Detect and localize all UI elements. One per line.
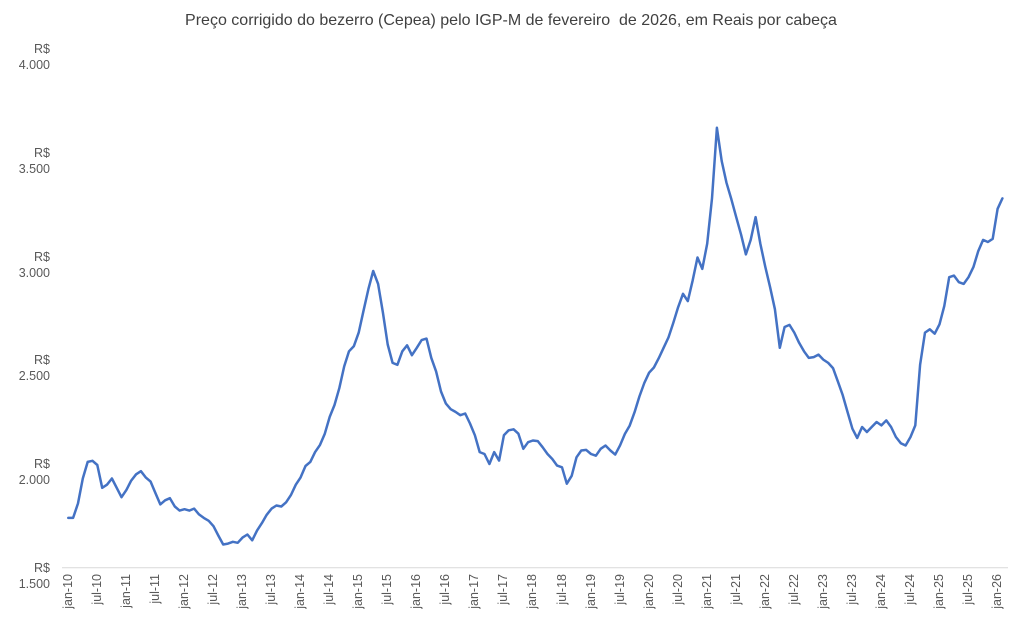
y-axis-label: R$ 3.000 — [18, 249, 50, 280]
x-axis-label: jul-13 — [264, 574, 279, 605]
x-axis-label: jul-23 — [844, 574, 859, 605]
x-axis-label: jan-24 — [873, 574, 888, 609]
x-axis-label: jul-16 — [438, 574, 453, 605]
x-axis-label: jan-20 — [641, 574, 656, 609]
chart-title: Preço corrigido do bezerro (Cepea) pelo … — [185, 12, 837, 29]
y-axis-label: R$ 2.500 — [18, 353, 50, 384]
x-axis-label: jan-26 — [990, 574, 1005, 609]
x-axis-label: jul-14 — [322, 574, 337, 605]
x-axis-label: jul-10 — [89, 574, 104, 605]
x-axis-label: jul-24 — [903, 574, 917, 605]
x-axis-label: jul-18 — [554, 574, 569, 605]
x-axis-label: jan-23 — [815, 574, 830, 609]
x-axis-label: jul-12 — [206, 574, 220, 605]
x-axis-label: jul-21 — [728, 574, 743, 605]
x-axis-label: jan-15 — [351, 574, 366, 609]
x-axis-label: jan-12 — [177, 574, 191, 609]
x-axis-label: jul-17 — [496, 574, 511, 605]
x-axis-label: jan-10 — [60, 574, 75, 609]
y-axis-label: R$ 4.000 — [18, 42, 50, 72]
y-axis-label: R$ 3.500 — [18, 145, 50, 176]
price-line — [67, 126, 1004, 546]
y-axis-label: R$ 2.000 — [18, 457, 50, 487]
x-axis-label: jul-22 — [786, 574, 801, 605]
x-axis-label: jan-18 — [525, 574, 540, 609]
x-axis-label: jan-16 — [409, 574, 424, 609]
x-axis-label: jan-14 — [293, 574, 308, 609]
x-axis-label: jul-20 — [670, 574, 685, 605]
x-axis-label: jan-13 — [235, 574, 249, 609]
x-axis-label: jan-11 — [118, 574, 133, 608]
x-axis-label: jan-22 — [757, 574, 772, 609]
y-axis-label: R$ 1.500 — [18, 560, 50, 591]
x-axis-label: jul-15 — [380, 574, 395, 605]
x-axis-label: jan-25 — [932, 574, 946, 609]
x-axis-label: jan-21 — [699, 574, 714, 609]
x-axis-label: jan-19 — [583, 574, 598, 609]
x-axis-label: jan-17 — [467, 574, 482, 609]
x-axis-label: jul-25 — [961, 574, 975, 605]
x-axis-label: jul-19 — [612, 574, 627, 605]
x-axis-label: jul-11 — [147, 574, 162, 604]
